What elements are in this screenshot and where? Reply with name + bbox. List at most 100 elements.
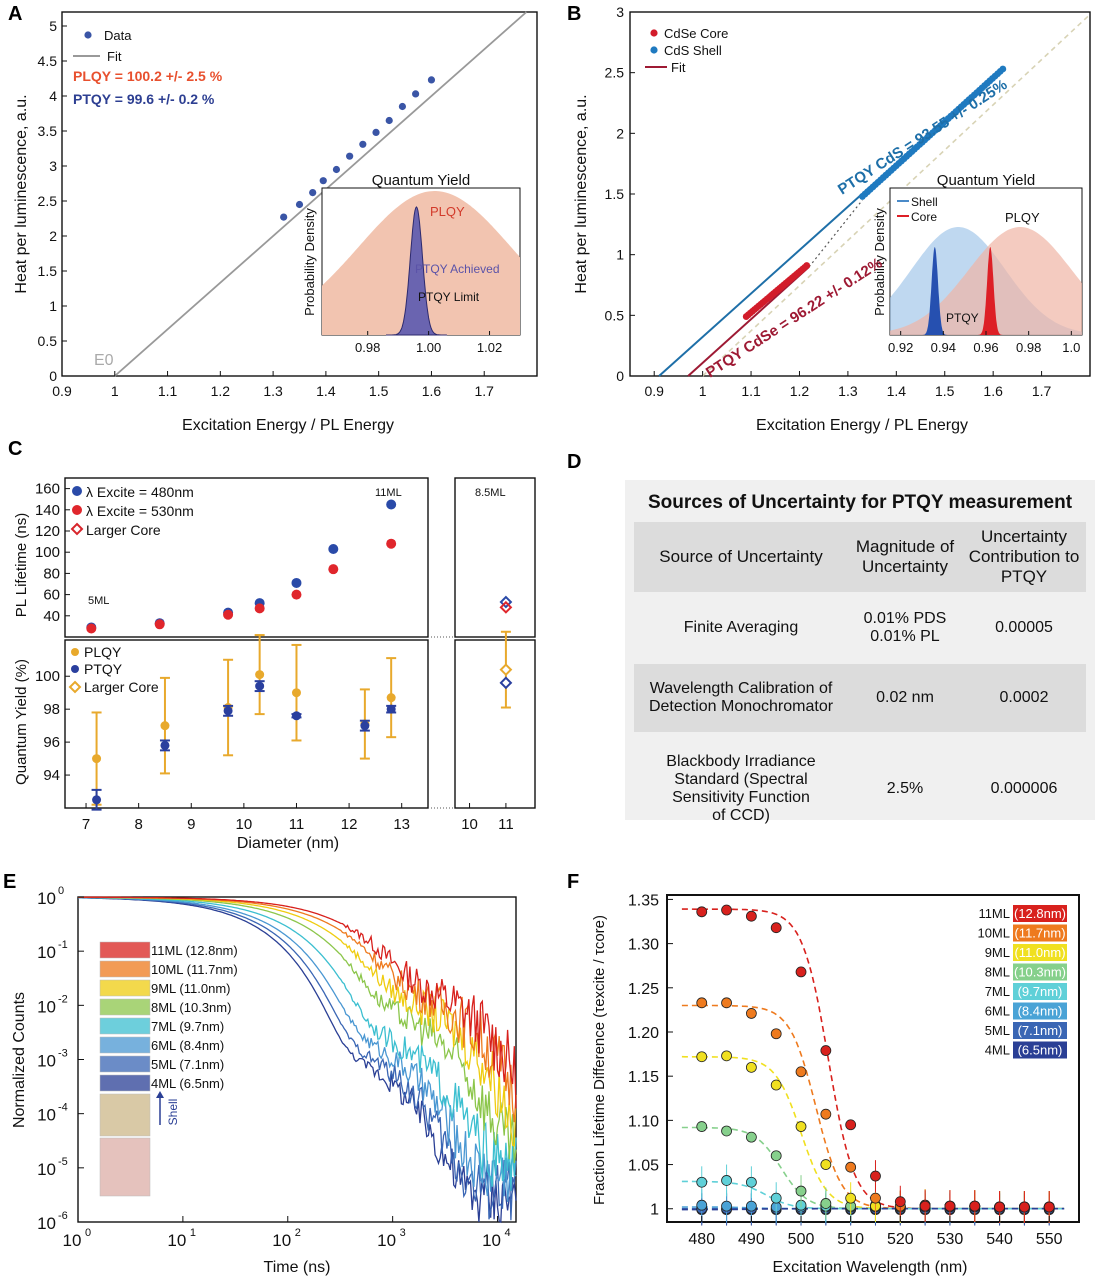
ptqy-point	[92, 795, 102, 805]
y-tick-exponent: -1	[58, 939, 68, 951]
x-tick-label: 510	[837, 1231, 864, 1248]
legend-swatch	[1013, 905, 1067, 922]
lifetime-480-point	[386, 499, 397, 510]
legend-label: 9ML (11.0nm)	[151, 981, 230, 996]
data-point	[795, 966, 807, 978]
panel-a-chart: Quantum Yield Probability Density PLQY PTQY…	[13, 11, 538, 434]
lifetime-530-point	[86, 623, 97, 634]
legend-label: CdSe Core	[664, 26, 728, 41]
ptqy-point	[386, 704, 396, 714]
uncertainty-table-panel: Sources of Uncertainty for PTQY measurem…	[625, 480, 1095, 824]
plqy-point	[291, 688, 301, 698]
legend-label: 11ML	[978, 906, 1010, 921]
data-point	[745, 910, 757, 922]
legend-marker	[84, 31, 92, 39]
y-tick-label: 4.5	[38, 53, 58, 69]
e0-annotation: E0	[94, 352, 114, 369]
x-tick-label: 1.1	[741, 383, 761, 399]
y-tick-label: 0.5	[38, 333, 58, 349]
side-top-frame	[454, 477, 536, 638]
data-point	[795, 1121, 807, 1132]
y-tick-label: 1.15	[628, 1069, 659, 1086]
inset-tick-label: 1.0	[1062, 340, 1080, 355]
y-tick-label: 2.5	[38, 193, 58, 209]
y-tick-label: 100	[35, 668, 60, 685]
y-tick-label: 120	[35, 523, 60, 540]
lifetime-530-point	[223, 609, 234, 620]
larger-core-plqy-point	[499, 663, 513, 677]
data-point	[770, 1028, 782, 1040]
plqy-point	[160, 721, 170, 731]
data-point	[280, 213, 288, 221]
table-header-cell: Uncertainty Contribution to PTQY	[962, 522, 1086, 592]
lifetime-480-point	[291, 577, 302, 588]
legend-marker	[650, 29, 658, 37]
y-tick-label: 10	[37, 1214, 56, 1233]
y-tick-label: 3	[49, 158, 57, 174]
legend-label: 4ML	[985, 1043, 1010, 1058]
fit-curve	[681, 1055, 1065, 1210]
x-axis-label: Excitation Wavelength (nm)	[772, 1259, 967, 1276]
legend-label: 4ML (6.5nm)	[151, 1076, 224, 1091]
x-tick-label: 10	[167, 1231, 186, 1250]
x-tick-label: 500	[788, 1231, 815, 1248]
x-tick-exponent: 4	[504, 1227, 510, 1239]
data-point	[745, 1131, 757, 1143]
x-tick-label: 1.4	[887, 383, 907, 399]
data-point	[820, 1108, 832, 1120]
legend-label: Fit	[107, 49, 122, 64]
y-axis-label: Normalized Counts	[11, 992, 28, 1128]
data-point	[770, 1150, 782, 1162]
legend-marker	[72, 486, 82, 496]
legend-swatch	[1013, 1002, 1067, 1020]
lifetime-480-point	[328, 544, 339, 555]
legend-swatch	[1013, 983, 1067, 1000]
y-tick-label: 1.25	[628, 981, 659, 998]
y-tick-label: 1.20	[628, 1025, 659, 1042]
ptqy-point	[360, 721, 370, 731]
data-point	[385, 116, 393, 125]
y-tick-label: 10	[37, 1106, 56, 1125]
legend-size-label: (11.0nm)	[1014, 945, 1065, 960]
x-tick-exponent: 1	[190, 1227, 196, 1239]
data-point	[994, 1201, 1005, 1213]
core-fit-line	[687, 266, 810, 377]
y-tick-label: 3.5	[38, 123, 58, 139]
x-tick-label: 10	[236, 816, 253, 833]
y-tick-label: 1.30	[628, 937, 659, 954]
shell-layer-block	[99, 998, 151, 1016]
data-point	[412, 90, 420, 98]
y-tick-label: 1	[650, 1202, 659, 1219]
shell-arrow-head	[156, 1091, 164, 1098]
x-axis-label: Time (ns)	[264, 1259, 331, 1276]
table-cell: 0.01% PDS 0.01% PL	[863, 610, 947, 645]
legend-label: 6ML	[985, 1004, 1010, 1019]
lifetime-530-point	[254, 603, 265, 614]
data-point	[398, 102, 407, 111]
x-tick-label: 1.3	[263, 383, 283, 399]
ptqy-point	[291, 711, 301, 721]
table-cell: Blackbody Irradiance Standard (Spectral …	[666, 753, 816, 824]
table-cell: 0.000006	[990, 780, 1058, 797]
y-tick-label: 60	[43, 587, 60, 604]
y-tick-label: 10	[37, 889, 56, 908]
data-point	[1018, 1201, 1030, 1213]
x-tick-label: 480	[688, 1231, 715, 1248]
ptqy-point	[160, 740, 170, 750]
inset-tick-label: 1.02	[477, 340, 502, 355]
y-tick-label: 2	[616, 125, 624, 141]
inset-label-ptqy-achieved: PTQY Achieved	[415, 262, 500, 276]
core-ptqy-spike	[977, 247, 1004, 335]
y-tick-label: 1.5	[38, 263, 58, 279]
data-point	[745, 1200, 757, 1212]
legend-size-label: (8.4nm)	[1018, 1004, 1063, 1019]
y-tick-label: 1	[49, 298, 57, 314]
shell-layer-block	[99, 1036, 151, 1054]
table-row: Wavelength Calibration of Detection Mono…	[634, 664, 1086, 732]
top-y-axis-label: PL Lifetime (ns)	[13, 513, 30, 617]
data-point	[919, 1200, 931, 1212]
annotation-5ml: 5ML	[88, 595, 109, 607]
y-tick-exponent: -6	[58, 1210, 68, 1222]
x-axis-label: Excitation Energy / PL Energy	[756, 417, 968, 434]
legend-label: 5ML	[985, 1023, 1010, 1038]
